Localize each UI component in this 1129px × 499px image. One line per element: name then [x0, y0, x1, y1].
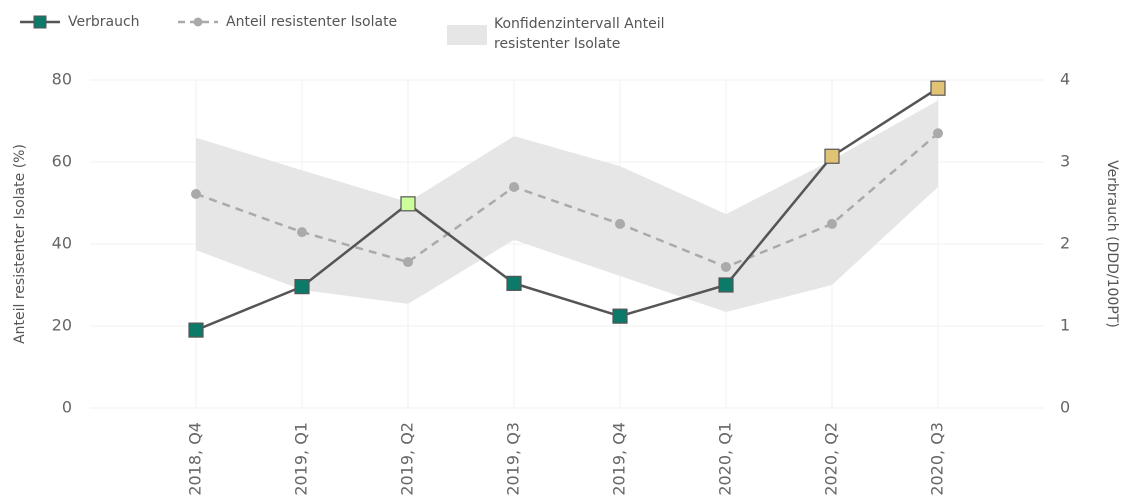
- marker: [615, 218, 625, 229]
- x-tick-label: 2020, Q2: [822, 422, 841, 496]
- legend-label: Verbrauch: [68, 14, 140, 30]
- y-tick-label: 60: [52, 152, 72, 171]
- y2-axis-title: Verbrauch (DDD/100PT): [1104, 160, 1120, 328]
- marker: [933, 128, 943, 139]
- x-tick-label: 2019, Q1: [292, 422, 311, 496]
- marker: [612, 308, 628, 324]
- marker: [827, 218, 837, 229]
- y-axis-title: Anteil resistenter Isolate (%): [12, 144, 28, 344]
- marker: [721, 261, 731, 272]
- y2-tick-label: 4: [1060, 70, 1070, 89]
- legend-marker-icon: [33, 15, 47, 29]
- marker: [930, 80, 946, 96]
- x-tick-label: 2020, Q1: [716, 422, 735, 496]
- marker: [400, 196, 416, 212]
- y-tick-label: 0: [62, 398, 72, 417]
- x-tick-label: 2020, Q3: [928, 422, 947, 496]
- series-line: [195, 87, 939, 332]
- marker: [403, 257, 413, 268]
- series-line: [195, 132, 939, 269]
- marker: [509, 182, 519, 193]
- marker: [824, 148, 840, 164]
- y2-tick-label: 3: [1060, 152, 1070, 171]
- y2-tick-label: 1: [1060, 316, 1070, 335]
- legend-marker-icon: [193, 17, 203, 27]
- marker: [188, 322, 204, 338]
- legend-label: Anteil resistenter Isolate: [226, 14, 397, 30]
- y-tick-label: 40: [52, 234, 72, 253]
- y2-tick-label: 0: [1060, 398, 1070, 417]
- x-tick-label: 2019, Q3: [504, 422, 523, 496]
- marker: [191, 188, 201, 199]
- x-tick-label: 2019, Q4: [610, 422, 629, 496]
- x-tick-label: 2018, Q4: [186, 422, 205, 496]
- marker: [718, 277, 734, 293]
- marker: [294, 279, 310, 295]
- marker: [297, 227, 307, 238]
- y-tick-label: 20: [52, 316, 72, 335]
- x-tick-label: 2019, Q2: [398, 422, 417, 496]
- marker: [506, 275, 522, 291]
- y-tick-label: 80: [52, 70, 72, 89]
- legend-label: Konfidenzintervall Anteil resistenter Is…: [494, 16, 665, 52]
- legend-band-icon: [447, 25, 487, 45]
- y2-tick-label: 2: [1060, 234, 1070, 253]
